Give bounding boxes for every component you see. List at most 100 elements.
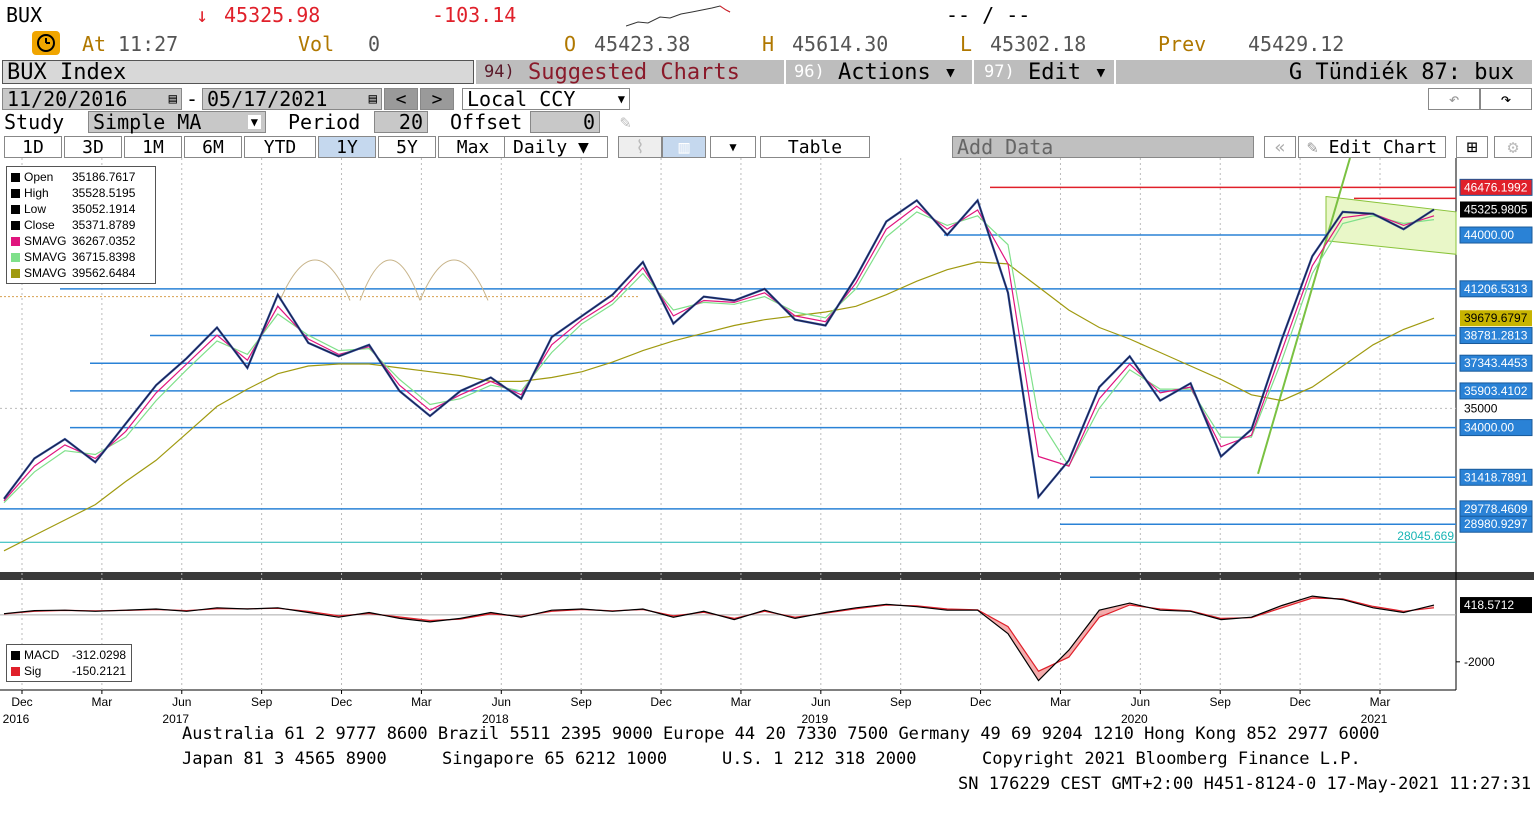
level-tag-box (1459, 280, 1533, 298)
range-tab-1y[interactable]: 1Y (318, 136, 376, 158)
footer-us: U.S. 1 212 318 2000 (722, 749, 917, 769)
x-tick-label: Sep (570, 695, 592, 709)
collapse-button[interactable]: « (1264, 136, 1296, 158)
undo-button[interactable]: ↶ (1428, 88, 1480, 110)
macd-line (3, 595, 1435, 682)
prev-label: Prev (1158, 32, 1207, 56)
chart-type-line-button[interactable]: ⌇ (618, 136, 662, 158)
chart-settings-button[interactable]: ⊞ (1456, 136, 1488, 158)
x-year-label: 2016 (3, 712, 30, 726)
range-tab-3d[interactable]: 3D (64, 136, 122, 158)
range-tab-ytd[interactable]: YTD (244, 136, 316, 158)
macd-plot-area (0, 582, 1456, 690)
sma-tag-box (1460, 310, 1532, 327)
price-legend: Open 35186.7617 High 35528.5195 Low 35052.191… (6, 166, 156, 284)
macd-legend-label: MACD (24, 648, 60, 662)
x-year-label: 2020 (1121, 712, 1148, 726)
price-tag-box (1460, 201, 1532, 218)
clock-icon[interactable] (32, 31, 60, 55)
gear-button[interactable]: ⚙ (1494, 136, 1532, 158)
chart-type-bar-button[interactable]: ▥ (662, 136, 706, 158)
open-value: 45423.38 (594, 32, 691, 56)
double-chevron-left-icon: « (1274, 136, 1286, 158)
last-price: 45325.98 (224, 3, 321, 27)
level-tag-label: 31418.7891 (1464, 470, 1528, 484)
redo-button[interactable]: ↷ (1480, 88, 1532, 110)
price-chart[interactable]: Dec 2016 Mar Jun 2017 Sep Dec Mar Jun 2018 Sep Dec M… (0, 158, 1534, 728)
chart-type-dropdown[interactable]: ▼ (710, 136, 756, 158)
range-tab-5y[interactable]: 5Y (378, 136, 436, 158)
edit-menu[interactable]: 97) Edit ▾ (974, 60, 1114, 85)
undo-icon: ↶ (1448, 88, 1460, 110)
range-tab-max[interactable]: Max (438, 136, 508, 158)
price-legend-row: High 35528.5195 (11, 185, 151, 201)
suggested-charts-number: 94) (484, 62, 515, 82)
currency-select[interactable]: Local CCY ▼ (462, 87, 630, 111)
actions-menu[interactable]: 96) Actions ▾ (786, 60, 972, 85)
x-tick-label: Jun (172, 695, 191, 709)
level-tag-box (1459, 354, 1533, 372)
price-legend-label: Low (24, 202, 47, 216)
end-date-field[interactable]: 05/17/2021 ▤ (202, 87, 382, 111)
calendar-icon[interactable]: ▤ (368, 91, 377, 107)
head-shoulders-arc (419, 259, 489, 301)
x-tick-label: Dec (650, 695, 671, 709)
date-separator: - (186, 87, 199, 111)
macd-legend-swatch (11, 666, 20, 676)
price-legend-label: Close (24, 218, 55, 232)
end-date-value: 05/17/2021 (207, 87, 328, 111)
price-change: -103.14 (432, 3, 517, 27)
offset-input[interactable]: 0 (530, 110, 600, 134)
x-tick-label: Jun (492, 695, 511, 709)
frequency-value: Daily ▼ (513, 136, 589, 158)
calendar-icon[interactable]: ▤ (168, 91, 177, 107)
offset-value: 0 (582, 110, 595, 134)
macd-legend-value: -150.2121 (72, 664, 127, 678)
frequency-select[interactable]: Daily ▼ (504, 136, 608, 158)
price-legend-label: High (24, 186, 49, 200)
macd-tick-label: -2000 (1464, 655, 1495, 669)
level-tag-label: 44000.00 (1464, 228, 1514, 242)
offset-label: Offset (450, 110, 523, 134)
x-tick-label: Mar (1370, 695, 1391, 709)
price-legend-swatch (11, 268, 20, 278)
start-date-field[interactable]: 11/20/2016 ▤ (2, 87, 182, 111)
chevron-down-icon: ▼ (729, 140, 737, 154)
price-legend-value: 35371.8789 (72, 218, 136, 232)
study-select[interactable]: Simple MA ▼ (88, 110, 266, 134)
add-data-input[interactable]: Add Data (952, 135, 1254, 159)
sma-slow-line (3, 261, 1435, 552)
x-tick-label: Mar (1050, 695, 1071, 709)
level-tag-label: 38781.2813 (1464, 329, 1528, 343)
price-legend-row: SMAVG 39562.6484 (11, 265, 151, 281)
prev-period-button[interactable]: < (384, 88, 418, 110)
footer-copyright: Copyright 2021 Bloomberg Finance L.P. (982, 749, 1361, 769)
edit-chart-button[interactable]: ✎ Edit Chart (1298, 136, 1446, 158)
range-tab-1d[interactable]: 1D (4, 136, 62, 158)
high-label: H (762, 32, 775, 56)
price-legend-swatch (11, 172, 20, 182)
period-label: Period (288, 110, 361, 134)
price-legend-swatch (11, 204, 20, 214)
price-legend-value: 39562.6484 (72, 266, 136, 280)
macd-tag-box (1460, 597, 1532, 614)
currency-value: Local CCY (467, 87, 576, 111)
range-tab-6m[interactable]: 6M (184, 136, 242, 158)
next-period-button[interactable]: > (420, 88, 454, 110)
bid-ask-indicator: -- / -- (946, 3, 1031, 27)
gear-icon: ⚙ (1507, 136, 1519, 158)
high-value: 45614.30 (792, 32, 889, 56)
table-button[interactable]: Table (760, 136, 870, 158)
vol-value: 0 (368, 32, 381, 56)
price-legend-row: SMAVG 36715.8398 (11, 249, 151, 265)
suggested-charts-menu[interactable]: 94) Suggested Charts (476, 60, 784, 85)
footer-japan: Japan 81 3 4565 8900 (182, 749, 387, 769)
price-legend-value: 35528.5195 (72, 186, 136, 200)
price-legend-swatch (11, 220, 20, 230)
x-year-label: 2021 (1361, 712, 1388, 726)
open-label: O (564, 32, 577, 56)
range-tab-1m[interactable]: 1M (124, 136, 182, 158)
period-input[interactable]: 20 (374, 110, 428, 134)
level-tag-label: 34000.00 (1464, 421, 1514, 435)
pencil-icon[interactable]: ✎ (620, 112, 631, 133)
